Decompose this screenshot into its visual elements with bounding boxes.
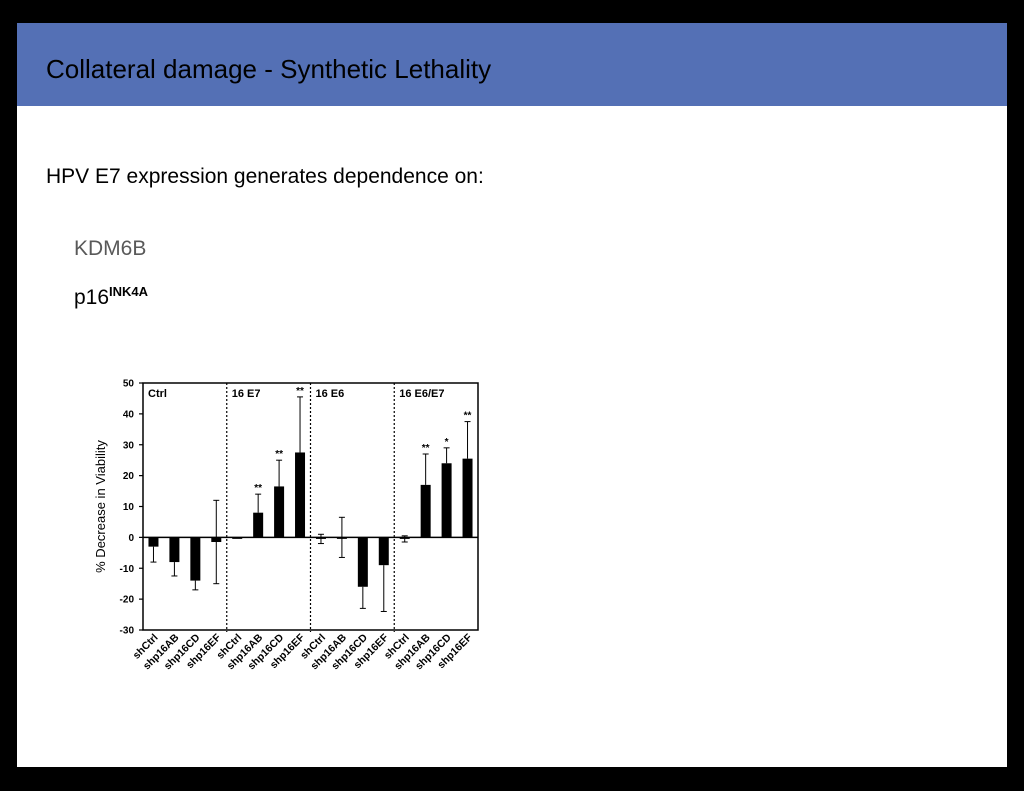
bar — [190, 537, 201, 581]
y-tick-label: -10 — [120, 564, 135, 575]
y-tick-label: 50 — [123, 379, 135, 390]
bar — [295, 452, 306, 538]
significance-marker: ** — [275, 449, 283, 460]
bar — [357, 537, 368, 587]
bar — [253, 512, 264, 538]
panel-label: 16 E7 — [232, 388, 261, 400]
panel-label: 16 E6 — [316, 388, 345, 400]
significance-marker: ** — [422, 443, 430, 454]
panel-label: Ctrl — [148, 388, 167, 400]
bar — [148, 537, 159, 547]
y-tick-label: -20 — [120, 595, 135, 606]
panel-label: 16 E6/E7 — [399, 388, 444, 400]
gene-item-kdm6b: KDM6B — [74, 237, 147, 260]
y-tick-label: 0 — [128, 533, 134, 544]
bar-chart: -30 -20 -10 0 10 20 30 40 50 % Decrease in Viabil… — [93, 379, 479, 672]
gene-item-p16-superscript: INK4A — [109, 284, 149, 299]
y-axis-label: % Decrease in Viability — [93, 440, 108, 573]
gene-item-p16: p16INK4A — [74, 284, 149, 310]
slide-title: Collateral damage - Synthetic Lethality — [46, 54, 492, 84]
y-tick-label: 10 — [123, 502, 135, 513]
bar — [420, 484, 431, 538]
bar — [441, 463, 452, 538]
slide-subtitle: HPV E7 expression generates dependence o… — [46, 165, 484, 188]
gene-item-p16-base: p16 — [74, 286, 110, 309]
slide: Collateral damage - Synthetic Lethality … — [17, 23, 1007, 767]
y-tick-label: -30 — [120, 626, 135, 637]
bar — [378, 537, 389, 566]
bar — [274, 486, 285, 538]
significance-marker: ** — [464, 411, 472, 422]
significance-marker: ** — [296, 386, 304, 397]
title-bar: Collateral damage - Synthetic Lethality — [17, 23, 1007, 106]
bar — [232, 537, 243, 539]
y-tick-label: 30 — [123, 440, 135, 451]
significance-marker: * — [445, 437, 449, 448]
significance-marker: ** — [254, 483, 262, 494]
bar — [169, 537, 180, 563]
y-tick-label: 20 — [123, 471, 135, 482]
bar — [462, 458, 473, 538]
y-tick-label: 40 — [123, 409, 135, 420]
